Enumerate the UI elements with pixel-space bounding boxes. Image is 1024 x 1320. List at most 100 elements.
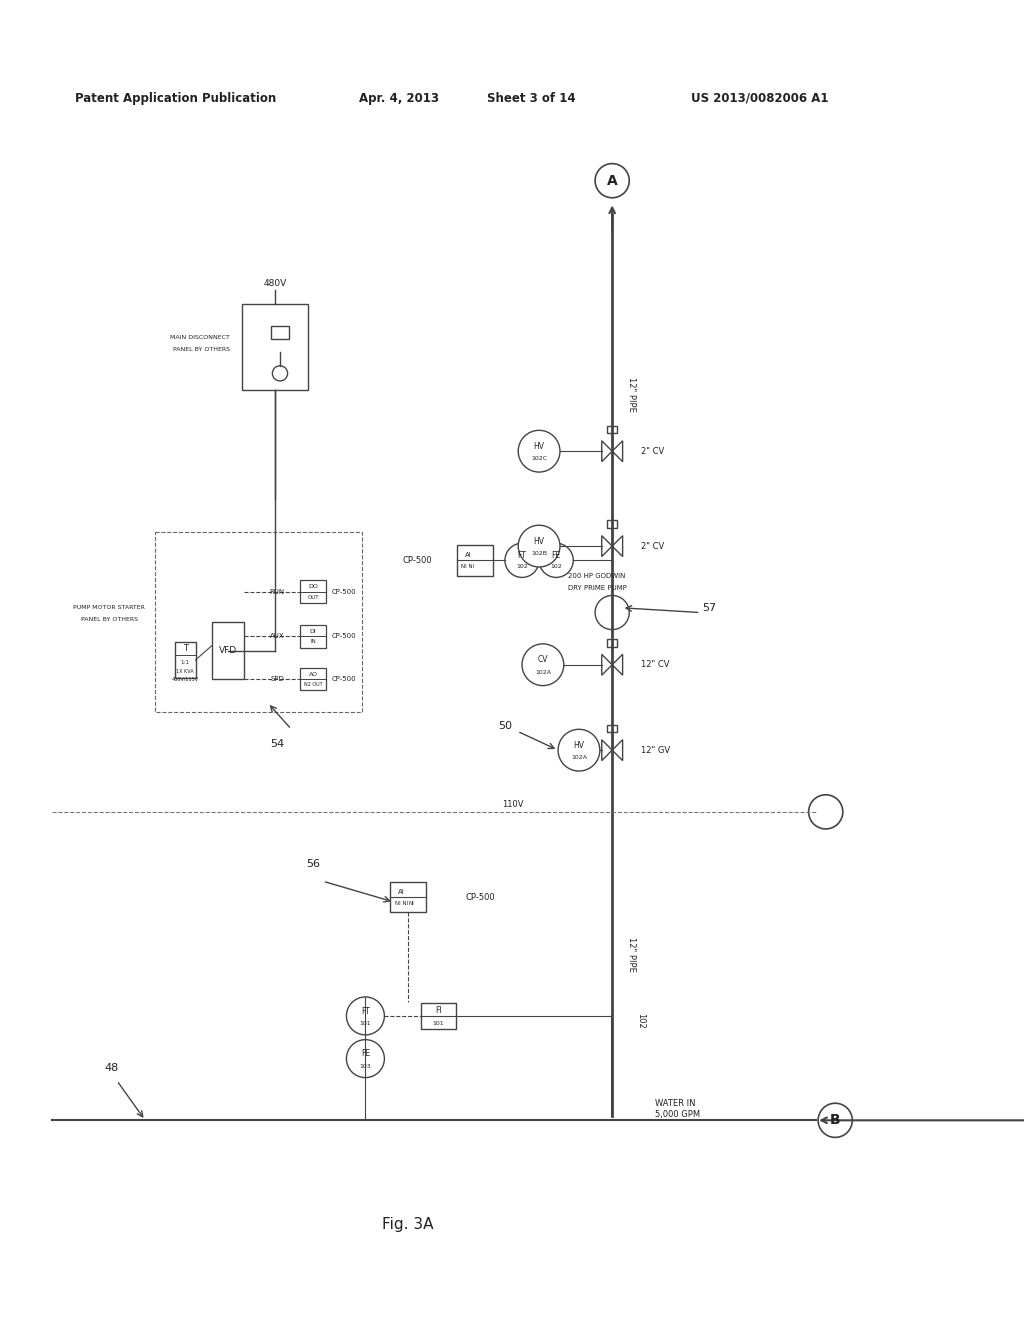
Text: CV: CV — [538, 656, 548, 664]
Polygon shape — [612, 655, 623, 676]
Bar — [607, 520, 616, 528]
Circle shape — [346, 997, 384, 1035]
Text: AI: AI — [465, 552, 471, 557]
Text: 102A: 102A — [571, 755, 587, 760]
Text: Fig. 3A: Fig. 3A — [382, 1217, 434, 1233]
Text: 12" GV: 12" GV — [641, 746, 670, 755]
Text: RUN: RUN — [269, 589, 285, 595]
Text: SPD: SPD — [271, 676, 285, 682]
Text: 102: 102 — [516, 565, 528, 569]
Bar — [242, 304, 308, 389]
Circle shape — [522, 644, 564, 685]
Circle shape — [595, 164, 630, 198]
Bar — [300, 668, 327, 690]
Bar — [175, 642, 196, 678]
Text: 56: 56 — [306, 859, 321, 869]
Bar — [155, 532, 361, 713]
Text: FE: FE — [552, 550, 561, 560]
Polygon shape — [602, 441, 612, 462]
Text: HV: HV — [534, 537, 545, 546]
Text: PUMP MOTOR STARTER: PUMP MOTOR STARTER — [73, 606, 145, 610]
Text: 102C: 102C — [531, 457, 547, 461]
Text: DO: DO — [308, 585, 318, 590]
Text: 50: 50 — [499, 722, 513, 731]
Text: N2 OUT: N2 OUT — [304, 682, 323, 688]
Circle shape — [505, 544, 539, 577]
Bar — [300, 581, 327, 603]
Text: 12" PIPE: 12" PIPE — [627, 376, 636, 412]
Text: FT: FT — [517, 550, 526, 560]
Polygon shape — [602, 655, 612, 676]
Text: OUT: OUT — [307, 595, 318, 599]
Bar — [607, 425, 616, 433]
Text: US 2013/0082006 A1: US 2013/0082006 A1 — [690, 91, 828, 104]
Text: HV: HV — [534, 442, 545, 451]
Text: AUX: AUX — [270, 634, 285, 639]
Text: PANEL BY OTHERS: PANEL BY OTHERS — [173, 347, 229, 352]
Text: 48: 48 — [104, 1063, 119, 1073]
Text: 102: 102 — [550, 565, 562, 569]
Text: 110V: 110V — [502, 800, 523, 809]
Text: 102: 102 — [636, 1012, 645, 1028]
Text: AO: AO — [308, 672, 317, 677]
Text: 480V: 480V — [263, 279, 287, 288]
Circle shape — [558, 729, 600, 771]
Text: FE: FE — [360, 1049, 370, 1059]
Text: 101: 101 — [433, 1020, 444, 1026]
Bar — [271, 326, 289, 339]
Text: T: T — [182, 644, 187, 653]
Text: 1:1: 1:1 — [180, 660, 189, 665]
Text: IN: IN — [310, 639, 316, 644]
Text: 102A: 102A — [535, 669, 551, 675]
Text: 57: 57 — [702, 603, 717, 612]
Text: HV: HV — [573, 741, 585, 750]
Text: CP-500: CP-500 — [402, 556, 432, 565]
Text: CP-500: CP-500 — [465, 892, 495, 902]
Circle shape — [809, 795, 843, 829]
Text: NI NI: NI NI — [461, 565, 474, 569]
Polygon shape — [602, 739, 612, 760]
Bar — [607, 725, 616, 733]
Circle shape — [518, 430, 560, 473]
Text: AI: AI — [398, 888, 404, 895]
Text: FT: FT — [361, 1007, 370, 1015]
Text: FI: FI — [435, 1006, 441, 1015]
Bar — [457, 545, 493, 576]
Bar — [212, 622, 244, 678]
Text: DRY PRIME PUMP: DRY PRIME PUMP — [567, 585, 627, 591]
Text: WATER IN: WATER IN — [655, 1098, 695, 1107]
Text: 2" CV: 2" CV — [641, 446, 664, 455]
Text: 2" CV: 2" CV — [641, 541, 664, 550]
Bar — [607, 639, 616, 647]
Text: VFD: VFD — [219, 645, 237, 655]
Circle shape — [346, 1040, 384, 1077]
Circle shape — [595, 595, 630, 630]
Bar — [390, 882, 426, 912]
Text: 103: 103 — [359, 1064, 372, 1069]
Text: A: A — [607, 174, 617, 187]
Text: B: B — [829, 1113, 841, 1127]
Text: CP-500: CP-500 — [331, 589, 356, 595]
Text: PANEL BY OTHERS: PANEL BY OTHERS — [81, 616, 137, 622]
Text: DI: DI — [310, 630, 316, 634]
Text: 1X KVA: 1X KVA — [176, 669, 194, 675]
Text: Sheet 3 of 14: Sheet 3 of 14 — [487, 91, 575, 104]
Text: NI NI: NI NI — [395, 902, 409, 907]
Polygon shape — [612, 441, 623, 462]
Text: 480V/115V: 480V/115V — [171, 676, 199, 681]
Text: NI: NI — [409, 902, 414, 907]
Bar — [422, 1003, 456, 1030]
Polygon shape — [612, 739, 623, 760]
Circle shape — [539, 544, 573, 577]
Text: CP-500: CP-500 — [331, 676, 356, 682]
Circle shape — [518, 525, 560, 568]
Text: 200 HP GODWIN: 200 HP GODWIN — [567, 573, 625, 579]
Text: Apr. 4, 2013: Apr. 4, 2013 — [358, 91, 438, 104]
Text: 5,000 GPM: 5,000 GPM — [655, 1110, 700, 1119]
Polygon shape — [612, 536, 623, 557]
Circle shape — [272, 366, 288, 381]
Text: CP-500: CP-500 — [331, 634, 356, 639]
Text: 101: 101 — [359, 1020, 372, 1026]
Text: 102B: 102B — [531, 552, 547, 556]
Text: 12" CV: 12" CV — [641, 660, 669, 669]
